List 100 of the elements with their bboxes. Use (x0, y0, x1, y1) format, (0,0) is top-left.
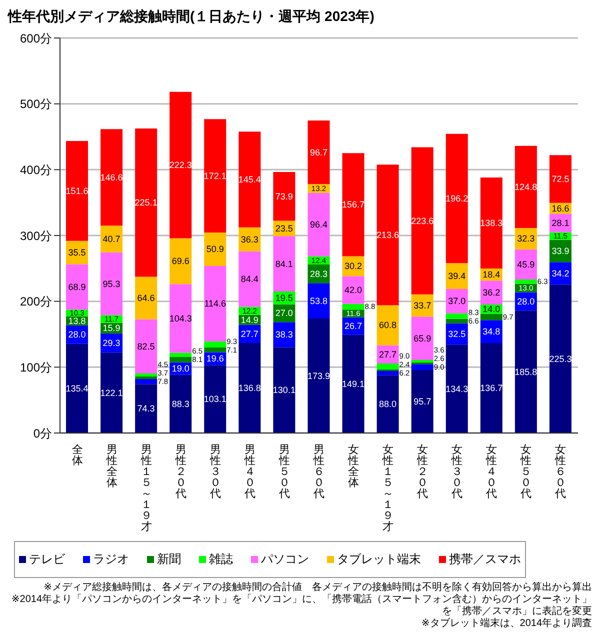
data-label: 29.3 (102, 338, 120, 348)
data-label: 103.1 (204, 394, 226, 404)
data-label: 185.8 (514, 366, 538, 377)
data-label: 28.0 (68, 330, 86, 340)
bar (446, 263, 468, 290)
bar (170, 238, 192, 284)
data-label: 222.3 (169, 160, 192, 170)
data-label: 135.4 (66, 383, 88, 394)
data-label: 72.5 (552, 174, 570, 184)
legend-label: 携帯／スマホ (448, 551, 521, 568)
data-label: 45.9 (517, 259, 535, 270)
data-label: 30.2 (344, 261, 362, 272)
y-tick-label: 400分 (20, 162, 52, 177)
bar (238, 251, 261, 307)
data-label: 42.0 (344, 285, 362, 296)
data-label: 172.1 (204, 170, 226, 181)
data-label: 96.4 (310, 220, 328, 230)
data-label: 156.7 (342, 200, 365, 210)
bar (135, 128, 158, 277)
bar (66, 344, 88, 433)
bar (204, 341, 226, 348)
data-label: 27.0 (275, 308, 293, 318)
data-label: 28.0 (517, 296, 535, 306)
x-tick-label: 男性３０代 (208, 444, 221, 500)
data-label: 32.3 (517, 234, 535, 244)
bar (273, 347, 296, 433)
bar (100, 129, 123, 226)
data-label: 104.3 (169, 313, 192, 324)
bar (204, 365, 226, 433)
x-tick-label: 女性５０代 (520, 444, 532, 500)
x-tick-label: 男性１５～１９才 (140, 444, 152, 533)
x-tick-label: 全体 (72, 444, 83, 467)
y-tick-label: 500分 (20, 97, 52, 112)
bar (411, 360, 434, 362)
x-tick-label: 男性５０代 (278, 444, 290, 500)
data-label: 34.8 (482, 326, 500, 337)
x-tick-label: 男性全体 (105, 444, 118, 489)
legend-label: テレビ (28, 551, 65, 568)
data-label: 33.9 (552, 246, 570, 256)
bar (411, 316, 434, 360)
data-label: 223.6 (411, 216, 434, 226)
x-tick-label: 男性６０代 (312, 444, 324, 500)
data-label: 138.3 (480, 218, 503, 228)
legend-label: タブレット端末 (336, 551, 421, 568)
bar (66, 141, 88, 241)
text: ※2014年より「パソコンからのインターネット」を「パソコン」に、「携帯電話（スマートフォン含む）からのインターネット」を「携帯／スマホ」に表記を変更 (10, 594, 592, 618)
data-label: 27.7 (379, 349, 397, 360)
bar (549, 284, 572, 433)
data-label: 39.4 (448, 271, 466, 282)
bar (308, 120, 330, 184)
bar (446, 313, 468, 319)
data-label: 32.5 (448, 328, 466, 339)
x-tick-label: 女性６０代 (554, 444, 566, 500)
bar (376, 363, 399, 370)
bar (549, 155, 572, 203)
bar (204, 348, 226, 352)
data-label: 173.9 (307, 370, 330, 381)
bar (135, 276, 158, 320)
bar (135, 384, 158, 433)
bar (480, 314, 502, 320)
bar (342, 304, 364, 310)
data-label: 64.6 (137, 292, 155, 303)
data-label: 84.1 (275, 258, 293, 269)
data-label: 65.9 (414, 333, 432, 344)
bar (480, 343, 502, 433)
data-label: 15.9 (102, 323, 120, 334)
bar (238, 342, 261, 433)
x-tick-label: 女性１５～１９才 (382, 444, 394, 533)
data-label: 50.9 (206, 244, 224, 254)
bar (273, 236, 296, 292)
bar (135, 374, 158, 377)
data-label: 26.7 (344, 321, 362, 332)
x-tick-label: 女性３０代 (450, 444, 463, 500)
data-label: 134.3 (446, 384, 468, 394)
bar (514, 249, 537, 280)
bar (342, 276, 364, 304)
x-tick-label: 女性全体 (347, 444, 360, 489)
data-label: 40.7 (102, 234, 120, 244)
x-tick-label: 男性４０代 (243, 444, 256, 500)
data-label: 35.5 (68, 248, 86, 258)
data-label: 96.7 (310, 147, 328, 158)
bar (308, 318, 330, 433)
bar (342, 153, 364, 256)
chart-title: 性年代別メディア総接触時間(１日あたり・週平均 2023年) (8, 8, 376, 26)
data-label: 95.3 (102, 278, 120, 289)
data-label: 136.7 (480, 383, 503, 394)
bar (308, 192, 330, 256)
bar (135, 319, 158, 374)
bar (342, 334, 364, 433)
bar (204, 266, 226, 342)
data-label: 34.2 (552, 268, 570, 278)
data-label: 225.1 (134, 198, 158, 208)
data-label: 53.8 (310, 296, 328, 306)
data-label: 68.9 (68, 282, 86, 292)
data-label: 19.6 (206, 354, 224, 364)
data-label: 149.1 (342, 378, 365, 389)
data-label: 122.1 (100, 388, 123, 398)
bar (170, 92, 192, 238)
data-label: 95.7 (414, 396, 432, 406)
bar (273, 172, 296, 221)
